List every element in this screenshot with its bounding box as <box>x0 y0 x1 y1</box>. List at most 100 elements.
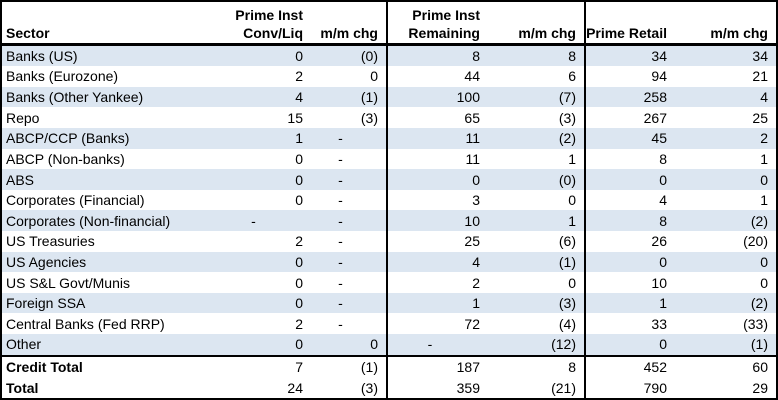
cell-mm-chg-3: 0 <box>760 274 768 291</box>
cell-sector: Repo <box>6 109 40 126</box>
column-header-prime-inst-remaining: Prime Inst Remaining <box>387 2 486 46</box>
column-header-label: Prime Inst <box>412 6 480 23</box>
cell-prime-retail: 1 <box>585 292 673 314</box>
cell-sector: US Treasuries <box>6 233 95 250</box>
cell-prime-inst-conv-liq: 0 <box>295 274 303 291</box>
cell-prime-retail: 26 <box>651 233 667 250</box>
cell-mm-chg-3: (2) <box>673 292 776 314</box>
cell-prime-inst-remaining: 8 <box>387 44 486 67</box>
cell-mm-chg-3: 0 <box>673 251 776 273</box>
cell-prime-retail: 10 <box>651 274 667 291</box>
cell-prime-retail: 8 <box>659 150 667 167</box>
cell-mm-chg-3: 34 <box>673 44 776 67</box>
cell-prime-retail: 0 <box>585 334 673 356</box>
cell-sector: Total <box>6 379 39 396</box>
cell-mm-chg-3: 0 <box>673 169 776 190</box>
cell-prime-inst-conv-liq: 0 <box>295 192 303 209</box>
cell-mm-chg-2: 8 <box>486 44 586 67</box>
table-row: US S&L Govt/Munis 0-2 0 10 0 <box>2 272 776 293</box>
column-header-mm-chg-3: m/m chg <box>673 2 776 46</box>
cell-sector: Central Banks (Fed RRP) <box>6 315 165 332</box>
table-row: Repo 15 (3) 65 (3) 267 25 <box>2 107 776 128</box>
cell-prime-retail: 258 <box>585 86 673 108</box>
cell-mm-chg-3: (20) <box>743 233 768 250</box>
cell-mm-chg-1: - <box>309 231 388 252</box>
column-header-label: m/m chg <box>320 24 378 41</box>
cell-mm-chg-2: (7) <box>486 86 586 108</box>
cell-prime-inst-remaining: 10 <box>387 210 486 232</box>
cell-prime-retail: 45 <box>585 127 673 149</box>
cell-prime-inst-remaining: 3 <box>472 192 480 209</box>
cell-sector: Foreign SSA <box>2 292 212 314</box>
cell-prime-inst-remaining: 2 <box>472 274 480 291</box>
table-body: Banks (US) 0 (0) 8 8 34 34 Banks (Eurozone) 2 0 44… <box>2 44 776 398</box>
column-header-sector: Sector <box>2 2 212 46</box>
cell-sector: ABCP (Non-banks) <box>6 150 125 167</box>
cell-prime-retail: 0 <box>585 251 673 273</box>
table-row: ABCP (Non-banks) 0-11 1 8 1 <box>2 148 776 170</box>
column-header-prime-inst-conv-liq: Prime Inst Conv/Liq <box>212 2 309 46</box>
cell-mm-chg-1: - <box>309 272 388 293</box>
cell-mm-chg-2: 0 <box>486 272 586 293</box>
table-row: Total 24 (3) 359 (21) 790 29 <box>2 377 776 398</box>
table-row: Other 0 0- (12) 0 (1) <box>2 334 776 356</box>
cell-mm-chg-3: (33) <box>743 315 768 332</box>
cell-mm-chg-1: (3) <box>309 377 388 398</box>
cell-prime-inst-conv-liq: 0 <box>212 251 309 273</box>
cell-sector: ABS <box>2 169 212 190</box>
cell-prime-inst-conv-liq: 0 <box>212 169 309 190</box>
cell-mm-chg-1: 0 <box>309 334 388 356</box>
cell-mm-chg-3: 4 <box>673 86 776 108</box>
cell-prime-retail: 4 <box>659 192 667 209</box>
cell-prime-retail: 452 <box>585 354 673 378</box>
cell-sector: ABCP/CCP (Banks) <box>2 127 212 149</box>
column-header-mm-chg-1: m/m chg <box>309 2 388 46</box>
cell-prime-inst-conv-liq: 2 <box>295 315 303 332</box>
column-header-label: Remaining <box>408 24 480 41</box>
column-header-prime-retail: Prime Retail <box>585 2 673 46</box>
table-row: US Agencies 0-4 (1) 0 0 <box>2 251 776 273</box>
table-row: ABS 0-0 (0) 0 0 <box>2 169 776 190</box>
column-header-label: m/m chg <box>710 24 768 41</box>
table-row: Corporates (Non-financial) - -10 1 8 (2) <box>2 210 776 232</box>
cell-mm-chg-1: - <box>309 210 388 232</box>
cell-mm-chg-3: 60 <box>673 354 776 378</box>
cell-prime-inst-remaining: 359 <box>456 379 480 396</box>
column-header-label: Prime Inst <box>235 6 303 23</box>
cell-mm-chg-2: (3) <box>486 107 586 128</box>
cell-mm-chg-2: (1) <box>486 251 586 273</box>
column-header-label: Prime Retail <box>586 24 667 41</box>
cell-mm-chg-2: 8 <box>486 354 586 378</box>
cell-mm-chg-3: 29 <box>752 379 768 396</box>
cell-mm-chg-3: 1 <box>760 150 768 167</box>
cell-mm-chg-3: 21 <box>752 68 768 85</box>
cell-prime-retail: 33 <box>651 315 667 332</box>
cell-prime-inst-remaining: 44 <box>464 68 480 85</box>
cell-prime-inst-remaining: 0 <box>387 169 486 190</box>
cell-mm-chg-2: 1 <box>486 148 586 170</box>
cell-prime-inst-conv-liq: 0 <box>212 334 309 356</box>
cell-prime-inst-remaining: 187 <box>387 354 486 378</box>
cell-prime-retail: 34 <box>585 44 673 67</box>
table-row: Foreign SSA 0-1 (3) 1 (2) <box>2 292 776 314</box>
cell-prime-inst-remaining: 11 <box>465 150 480 167</box>
cell-prime-inst-conv-liq: 24 <box>287 379 303 396</box>
table-row: US Treasuries 2- 25 (6) 26 (20) <box>2 231 776 252</box>
cell-prime-inst-remaining: 100 <box>387 86 486 108</box>
header-row: Sector Prime Inst Conv/Liq m/m chg Prime… <box>2 2 776 46</box>
cell-sector: Credit Total <box>2 354 212 378</box>
cell-mm-chg-1: (0) <box>309 44 388 67</box>
cell-sector: Corporates (Non-financial) <box>2 210 212 232</box>
column-header-label: Conv/Liq <box>243 24 303 41</box>
cell-prime-inst-conv-liq: 15 <box>287 109 303 126</box>
cell-prime-inst-conv-liq: 7 <box>212 354 309 378</box>
cell-prime-inst-remaining: 65 <box>464 109 480 126</box>
table-row: Central Banks (Fed RRP) 2- 72 (4) 33 (33) <box>2 313 776 335</box>
cell-sector: Banks (Eurozone) <box>6 68 119 85</box>
cell-prime-inst-remaining: 11 <box>387 127 486 149</box>
cell-prime-inst-remaining: 25 <box>464 233 480 250</box>
cell-mm-chg-2: (21) <box>486 377 586 398</box>
cell-prime-inst-remaining: 72 <box>464 315 480 332</box>
table-row: Corporates (Financial) 0-3 0 4 1 <box>2 189 776 211</box>
